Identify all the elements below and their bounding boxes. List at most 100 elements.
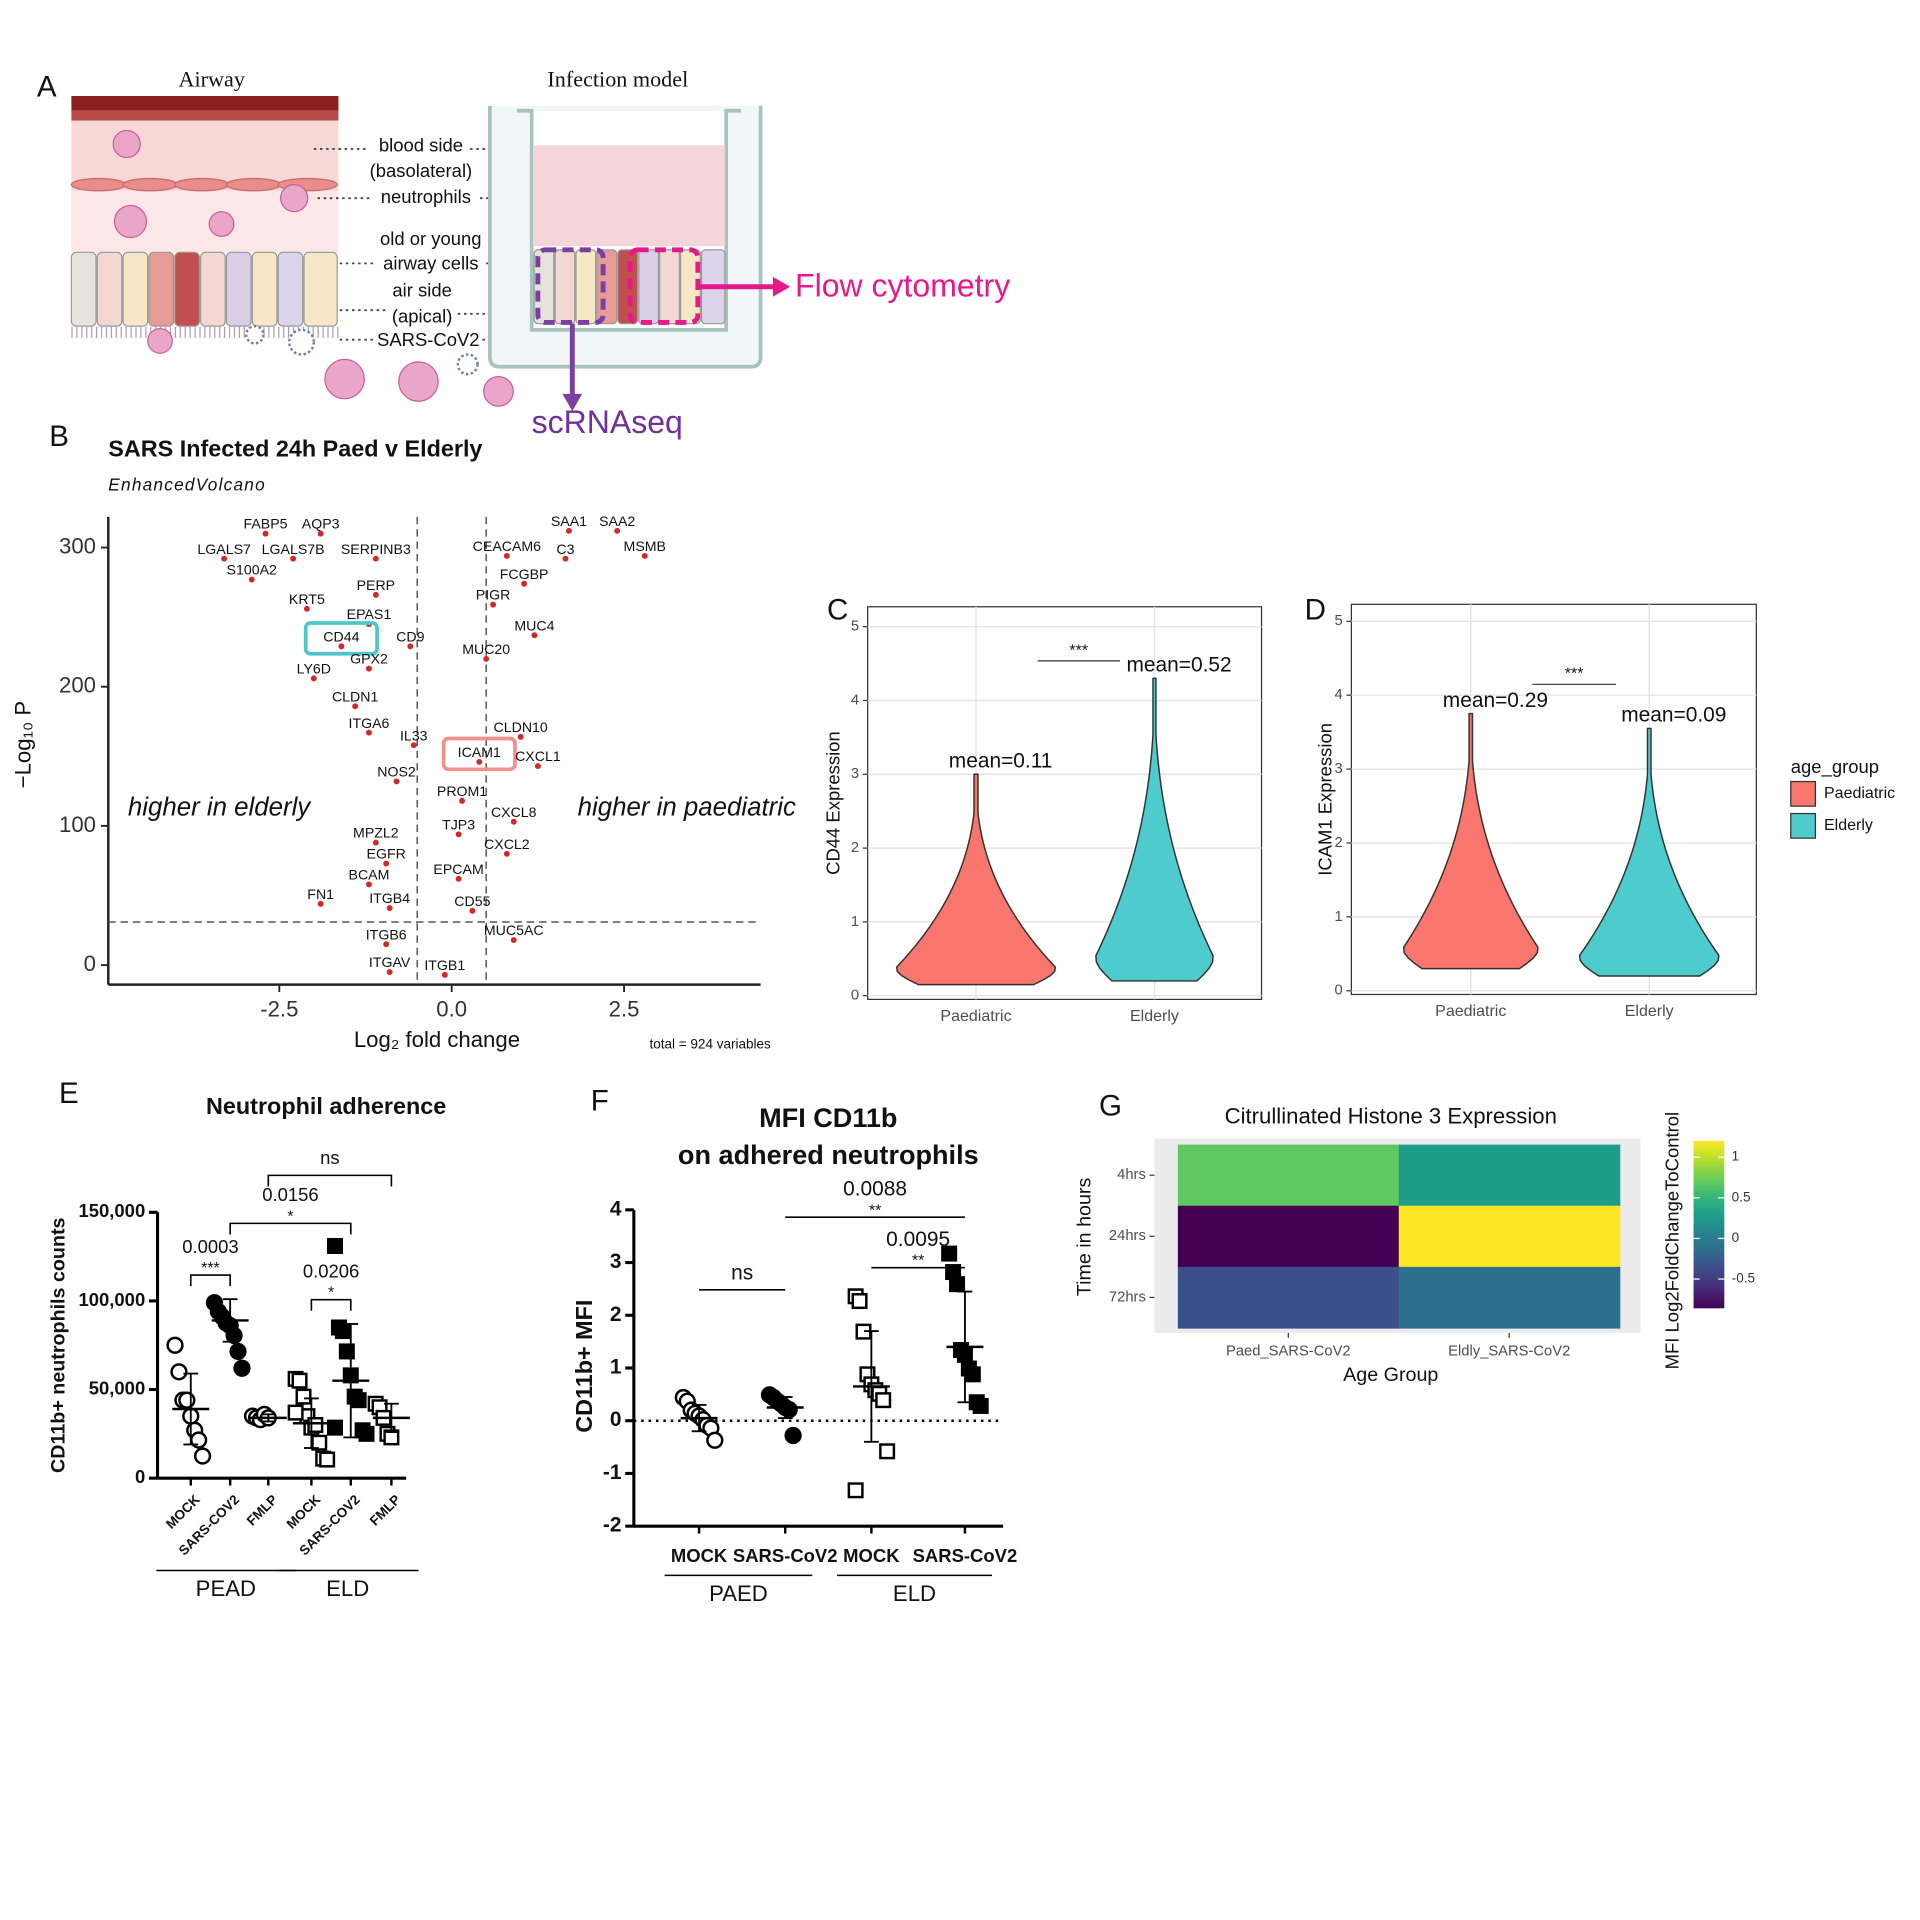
data-point: [847, 1482, 864, 1499]
panel-letter: E: [59, 1077, 79, 1110]
y-tick-label: 50,000: [89, 1377, 145, 1398]
heatmap-cell: [1177, 1205, 1400, 1268]
colorbar: [1693, 1140, 1725, 1309]
annotation: higher in elderly: [128, 793, 312, 821]
y-tick-label: 3: [851, 766, 859, 782]
x-tick-label: Elderly: [1130, 1008, 1179, 1025]
gene-point: [510, 937, 517, 944]
colorbar-label: -0.5: [1732, 1271, 1755, 1286]
gene-point: [221, 555, 228, 562]
panel-letter: C: [827, 593, 848, 626]
p-value: ns: [731, 1261, 753, 1284]
significance: **: [912, 1253, 924, 1270]
airway-cells: [70, 251, 338, 327]
heatmap-cell: [1398, 1205, 1621, 1268]
x-tick-label: 0.0: [436, 996, 467, 1021]
gene-point: [338, 643, 345, 650]
gene-point: [455, 831, 462, 838]
data-point: [193, 1447, 212, 1465]
colorbar-label: 1: [1732, 1149, 1740, 1164]
gene-point: [483, 655, 490, 662]
comparison-bracket: [229, 1222, 352, 1235]
data-point: [229, 1342, 247, 1361]
gene-label: CLDN1: [332, 688, 379, 704]
data-point: [879, 1443, 896, 1460]
comparison-bracket: [310, 1298, 352, 1311]
gene-point: [614, 527, 621, 534]
group-label: ELD: [893, 1581, 936, 1606]
gene-point: [476, 758, 483, 765]
diagram-label: (basolateral): [370, 160, 473, 181]
data-point: [358, 1425, 375, 1442]
gene-label: S100A2: [227, 562, 277, 578]
diagram-label: old or young: [380, 228, 482, 249]
y-tick-label: 0: [610, 1408, 622, 1431]
x-tick-label: 2.5: [609, 996, 640, 1021]
data-point: [964, 1366, 981, 1383]
y-tick-label: 200: [59, 673, 96, 698]
significance: *: [328, 1285, 334, 1302]
gene-label: FABP5: [244, 516, 288, 532]
violin: [895, 773, 1057, 986]
y-tick-label: 100: [59, 812, 96, 837]
gene-label: CXCL2: [484, 836, 530, 852]
y-tick-label: 2: [851, 840, 859, 856]
gene-point: [372, 591, 379, 598]
colorbar-title: MFI Log2FoldChangeToControl: [1662, 1112, 1683, 1369]
gene-point: [317, 900, 324, 907]
gene-label: C3: [556, 541, 574, 557]
arrow-head: [562, 393, 583, 412]
gene-point: [303, 605, 310, 612]
x-tick-label: Paediatric: [940, 1008, 1011, 1025]
y-tick-label: 1: [851, 914, 859, 930]
y-tick-label: 2: [1335, 835, 1343, 851]
gene-label: EPAS1: [347, 606, 392, 622]
panel-letter: F: [591, 1085, 609, 1118]
data-point: [178, 1391, 196, 1409]
y-axis-label: −Log₁₀ P: [10, 701, 35, 788]
gene-point: [366, 729, 372, 736]
panel-letter: A: [37, 70, 57, 103]
data-point: [949, 1276, 966, 1293]
group-label: ELD: [326, 1576, 369, 1601]
y-tick-label: 3: [610, 1250, 622, 1273]
endothelium: [70, 177, 338, 192]
gene-label: LY6D: [297, 661, 331, 677]
x-tick-label: Paed_SARS-CoV2: [1226, 1343, 1351, 1359]
gene-label: MSMB: [624, 538, 666, 554]
heatmap-cell: [1177, 1266, 1400, 1329]
data-point: [327, 1237, 344, 1254]
diagram-title: Airway: [178, 66, 244, 91]
gene-point: [393, 778, 400, 785]
medium: [532, 145, 725, 247]
x-axis-label: Age Group: [1343, 1364, 1438, 1386]
y-tick-label: 1: [610, 1356, 622, 1379]
panel-letter: D: [1305, 593, 1326, 626]
gene-label: ICAM1: [458, 744, 501, 760]
group-label: PAED: [709, 1581, 768, 1606]
panel-letter: G: [1099, 1089, 1122, 1122]
gene-label: ITGB4: [369, 890, 410, 906]
chart-title: on adhered neutrophils: [678, 1139, 979, 1170]
vessel-wall: [71, 110, 339, 121]
x-tick-label: FMLP: [367, 1492, 404, 1529]
x-tick-label: Paediatric: [1435, 1003, 1506, 1020]
gene-label: SAA1: [551, 513, 587, 529]
chart-title: SARS Infected 24h Paed v Elderly: [108, 436, 482, 462]
gene-label: ITGA6: [349, 715, 390, 731]
gene-point: [407, 643, 414, 650]
gene-label: FN1: [307, 886, 334, 902]
y-tick-label: 0: [1335, 983, 1343, 999]
gene-point: [386, 969, 393, 976]
data-point: [225, 1326, 243, 1345]
heatmap-cell: [1398, 1266, 1621, 1329]
p-value: 0.0206: [303, 1260, 359, 1281]
gene-label: PERP: [357, 577, 396, 593]
violin: [1402, 712, 1539, 970]
gene-label: CD44: [323, 628, 359, 644]
y-tick-label: -2: [603, 1514, 622, 1537]
y-tick-label: 100,000: [79, 1289, 146, 1310]
mean-label: mean=0.11: [949, 750, 1053, 773]
y-tick-label: 0: [135, 1466, 145, 1487]
gene-label: EPCAM: [433, 861, 483, 877]
